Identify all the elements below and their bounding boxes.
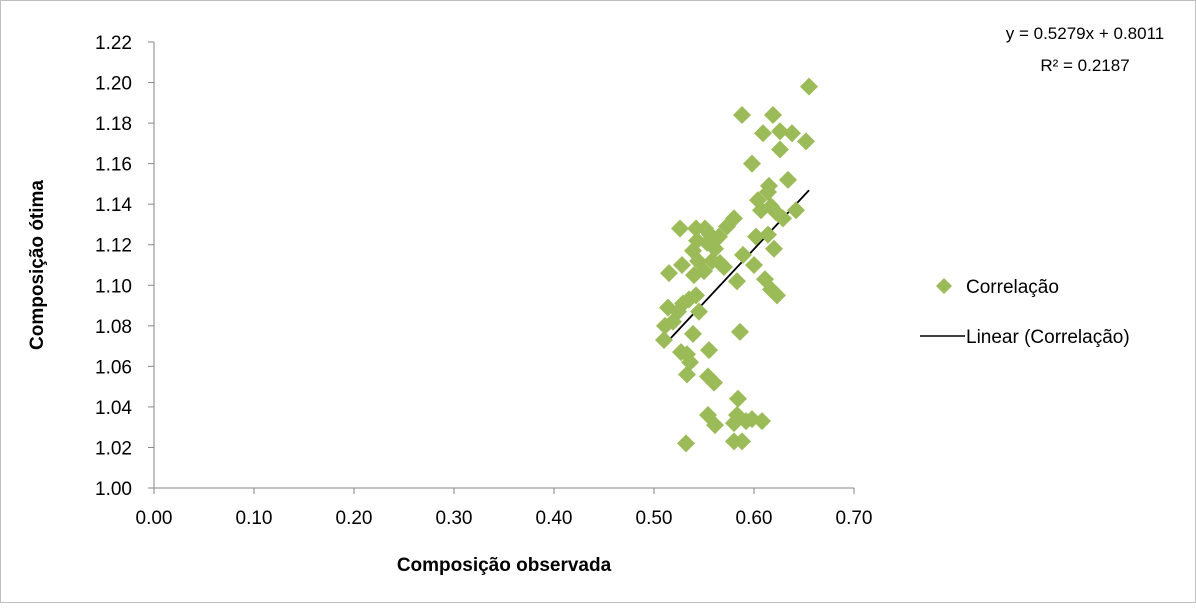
data-point (764, 105, 782, 124)
data-point (681, 353, 699, 372)
data-point (759, 183, 777, 202)
y-tick-label: 1.22 (95, 33, 132, 54)
data-point (787, 201, 805, 220)
data-point (768, 286, 786, 305)
legend-item-linear: Linear (Correlação) (920, 327, 1130, 348)
data-point (783, 124, 801, 143)
legend-label-linear: Linear (Correlação) (966, 327, 1130, 348)
data-point (731, 322, 749, 341)
legend-marker-diamond (936, 278, 952, 294)
data-point (690, 302, 708, 321)
data-point (715, 258, 733, 277)
y-tick-label: 1.06 (95, 357, 132, 378)
x-tick-label: 0.10 (236, 508, 273, 529)
x-tick-label: 0.40 (536, 508, 573, 529)
data-point (718, 217, 736, 236)
data-point (797, 132, 815, 151)
data-point (737, 412, 755, 431)
data-point (706, 416, 724, 435)
y-axis-ticks: 1.00 1.02 1.04 1.06 1.08 1.10 1.12 1.14 1.16 1.18… (95, 33, 154, 500)
y-tick-label: 1.16 (95, 155, 132, 176)
data-point (765, 239, 783, 258)
y-tick-label: 1.00 (95, 479, 132, 500)
data-point (655, 331, 673, 350)
x-tick-label: 0.30 (436, 508, 473, 529)
x-tick-label: 0.60 (736, 508, 773, 529)
data-point (684, 324, 702, 343)
axes (153, 42, 854, 489)
data-point (705, 373, 723, 392)
data-point (771, 140, 789, 159)
y-tick-label: 1.02 (95, 438, 132, 459)
x-tick-label: 0.00 (136, 508, 173, 529)
data-point (753, 412, 771, 431)
x-tick-label: 0.70 (836, 508, 873, 529)
y-tick-label: 1.08 (95, 317, 132, 338)
x-tick-label: 0.50 (636, 508, 673, 529)
y-axis-title: Composição ótima (27, 180, 48, 350)
data-point (706, 239, 724, 258)
data-points (655, 77, 818, 453)
data-point (759, 225, 777, 244)
data-point (671, 219, 689, 238)
data-point (678, 365, 696, 384)
data-point (728, 272, 746, 291)
data-point (754, 124, 772, 143)
data-point (729, 389, 747, 408)
data-point (685, 266, 703, 285)
legend: Correlação Linear (Correlação) (920, 277, 1130, 348)
x-axis-ticks: 0.00 0.10 0.20 0.30 0.40 0.50 0.60 0.70 (136, 488, 873, 529)
data-point (733, 105, 751, 124)
data-point (779, 170, 797, 189)
data-point (733, 432, 751, 451)
data-point (747, 227, 765, 246)
y-tick-label: 1.04 (95, 398, 132, 419)
data-point (734, 245, 752, 264)
x-tick-label: 0.20 (336, 508, 373, 529)
trendline-equation: y = 0.5279x + 0.8011 (1006, 24, 1164, 43)
y-tick-label: 1.10 (95, 276, 132, 297)
y-tick-label: 1.12 (95, 236, 132, 257)
y-tick-label: 1.14 (95, 195, 132, 216)
data-point (677, 434, 695, 453)
y-tick-label: 1.20 (95, 74, 132, 95)
data-point (745, 256, 763, 274)
data-point (743, 154, 761, 173)
data-point (771, 122, 789, 141)
data-point (725, 414, 743, 433)
legend-label-correlacao: Correlação (966, 277, 1059, 298)
data-point (800, 77, 818, 96)
data-point (672, 343, 690, 362)
legend-item-correlacao: Correlação (936, 277, 1059, 298)
data-point (673, 256, 691, 274)
data-point (774, 209, 792, 228)
data-point (656, 316, 674, 335)
data-point (700, 341, 718, 360)
y-tick-label: 1.18 (95, 114, 132, 135)
r-squared-label: R² = 0.2187 (1040, 56, 1129, 75)
x-axis-title: Composição observada (397, 555, 612, 576)
data-point (660, 264, 678, 283)
